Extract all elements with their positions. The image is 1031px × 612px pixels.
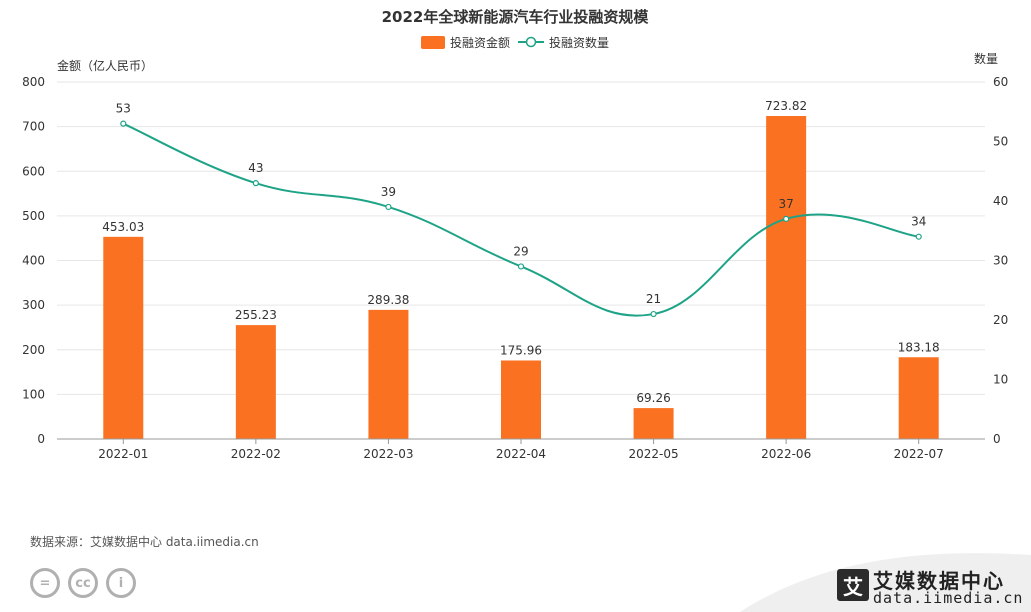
bar-value-label: 289.38 — [367, 293, 409, 307]
x-tick-label: 2022-07 — [894, 447, 944, 461]
x-tick-label: 2022-06 — [761, 447, 811, 461]
y-right-tick-label: 10 — [993, 373, 1008, 387]
y-left-tick-label: 100 — [22, 387, 45, 401]
y-right-tick-label: 40 — [993, 194, 1008, 208]
bar-value-label: 183.18 — [898, 340, 940, 354]
line-point[interactable] — [385, 203, 392, 211]
brand-name: 艾媒数据中心 — [873, 569, 1005, 593]
equal-license-icon: = — [30, 568, 60, 598]
legend-swatch-bar — [421, 36, 445, 49]
bar[interactable] — [235, 325, 276, 439]
line-value-label: 43 — [248, 161, 263, 175]
legend-swatch-marker — [525, 36, 537, 48]
y-left-tick-label: 700 — [22, 120, 45, 134]
line-series — [120, 120, 922, 318]
source-note: 数据来源：艾媒数据中心 data.iimedia.cn — [30, 535, 259, 549]
bar-value-label: 69.26 — [636, 391, 670, 405]
x-tick-label: 2022-04 — [496, 447, 546, 461]
line-value-label: 37 — [779, 197, 794, 211]
brand-watermark: 艾 艾媒数据中心 data.iimedia.cn — [837, 565, 1022, 609]
bar-value-label: 255.23 — [235, 308, 277, 322]
bar-value-label: 175.96 — [500, 343, 542, 357]
legend-label-count: 投融资数量 — [549, 35, 609, 50]
bar[interactable] — [501, 360, 541, 439]
y-left-tick-label: 200 — [22, 343, 45, 357]
line-value-label: 34 — [911, 215, 926, 229]
brand-domain: data.iimedia.cn — [873, 589, 1024, 607]
line-point[interactable] — [783, 215, 790, 222]
bar[interactable] — [368, 309, 409, 439]
grid — [57, 81, 985, 395]
line-value-label: 29 — [513, 244, 528, 258]
axes: 0 100 200 300 400 500 600 700 800 0 10 20 30 40 50 60 20… — [22, 75, 1008, 461]
legend-item-count[interactable]: 投融资数量 — [518, 35, 609, 50]
y-left-tick-label: 300 — [22, 298, 45, 312]
y-left-tick-label: 800 — [22, 75, 45, 89]
legend-label-amount: 投融资金额 — [450, 35, 510, 50]
line-value-label: 39 — [381, 185, 396, 199]
bar[interactable] — [766, 115, 807, 439]
y-right-axis-title: 数量 — [974, 51, 998, 66]
license-icons: = cc i — [30, 568, 136, 598]
data-labels: 453.03 255.23 289.38 175.96 69.26 723.82 183.1… — [102, 99, 939, 405]
creative-commons-icon: cc — [68, 568, 98, 598]
bar[interactable] — [633, 408, 674, 439]
bar[interactable] — [898, 357, 939, 439]
legend-item-amount[interactable]: 投融资金额 — [421, 35, 510, 50]
y-left-axis-title: 金额（亿人民币） — [57, 58, 153, 73]
attribution-person-icon: i — [106, 568, 136, 598]
legend: 投融资金额 投融资数量 — [421, 35, 609, 50]
y-right-tick-label: 60 — [993, 75, 1008, 89]
bar[interactable] — [103, 236, 144, 439]
y-left-tick-label: 500 — [22, 209, 45, 223]
y-right-tick-label: 30 — [993, 254, 1008, 268]
bar-value-label: 723.82 — [765, 99, 807, 113]
y-left-tick-label: 0 — [37, 432, 45, 446]
line-value-label: 53 — [116, 102, 131, 116]
brand-background-swoosh — [740, 553, 1031, 612]
bar-value-label: 453.03 — [102, 220, 144, 234]
line-value-label: 21 — [646, 292, 661, 306]
line-point[interactable] — [915, 233, 922, 240]
bars — [103, 115, 939, 439]
y-left-tick-label: 400 — [22, 254, 45, 268]
y-left-tick-label: 600 — [22, 164, 45, 178]
x-tick-label: 2022-01 — [98, 447, 148, 461]
y-right-tick-label: 20 — [993, 313, 1008, 327]
line-point[interactable] — [517, 263, 525, 270]
chart-title: 2022年全球新能源汽车行业投融资规模 — [382, 8, 650, 26]
x-tick-label: 2022-02 — [231, 447, 281, 461]
brand-logo-icon: 艾 — [837, 569, 869, 601]
line-point[interactable] — [252, 180, 259, 187]
x-tick-label: 2022-05 — [629, 447, 679, 461]
y-right-tick-label: 50 — [993, 135, 1008, 149]
y-right-tick-label: 0 — [993, 432, 1001, 446]
line-point[interactable] — [120, 120, 127, 127]
line-point[interactable] — [650, 310, 657, 318]
x-tick-label: 2022-03 — [363, 447, 413, 461]
